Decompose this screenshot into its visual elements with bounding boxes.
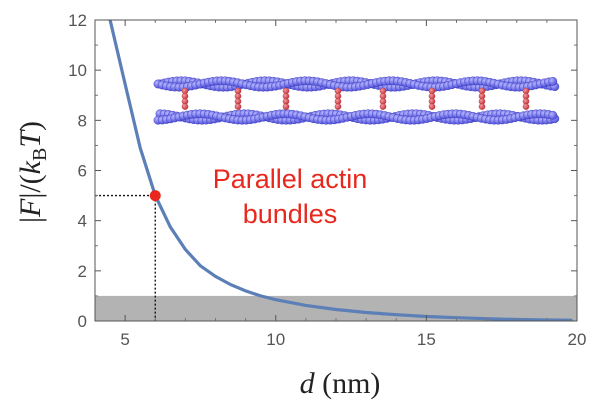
y-tick-label: 8: [78, 111, 87, 130]
y-tick-label: 4: [78, 212, 87, 231]
highlight-point: [149, 190, 161, 202]
crosslinker-bead: [428, 103, 436, 110]
x-axis-label: d (nm): [300, 367, 381, 400]
axis-ticks: 5 10 15 20 0 2 4 6 8 10 12: [68, 11, 586, 349]
crosslinker-bead: [234, 103, 242, 110]
crosslinker-bead: [282, 103, 290, 110]
plot-frame: [94, 19, 578, 322]
crosslinker-bead: [181, 103, 189, 110]
actin-bead: [548, 77, 558, 86]
y-tick-label: 10: [68, 61, 87, 80]
crosslinker-bead: [379, 103, 387, 110]
actin-bead: [548, 110, 558, 120]
y-axis-label: |F|/(kBT): [14, 121, 51, 223]
y-tick-label: 0: [78, 312, 87, 331]
plot-area: [95, 20, 577, 321]
annotation-line-2: bundles: [243, 199, 338, 229]
y-tick-label: 6: [78, 162, 87, 181]
series-line: [108, 20, 573, 321]
annotation-line-1: Parallel actin: [213, 164, 368, 194]
actin-bundle-illustration: [153, 76, 560, 125]
y-tick-label: 12: [68, 11, 87, 30]
x-tick-label: 15: [417, 330, 436, 349]
x-tick-label: 5: [120, 330, 129, 349]
y-tick-label: 2: [78, 262, 87, 281]
crosslinker-bead: [478, 103, 486, 110]
plot-layer: [95, 20, 577, 321]
crosslinker-bead: [522, 103, 530, 110]
crosslinker-bead: [334, 103, 342, 110]
x-tick-label: 20: [568, 330, 587, 349]
x-tick-label: 10: [266, 330, 285, 349]
